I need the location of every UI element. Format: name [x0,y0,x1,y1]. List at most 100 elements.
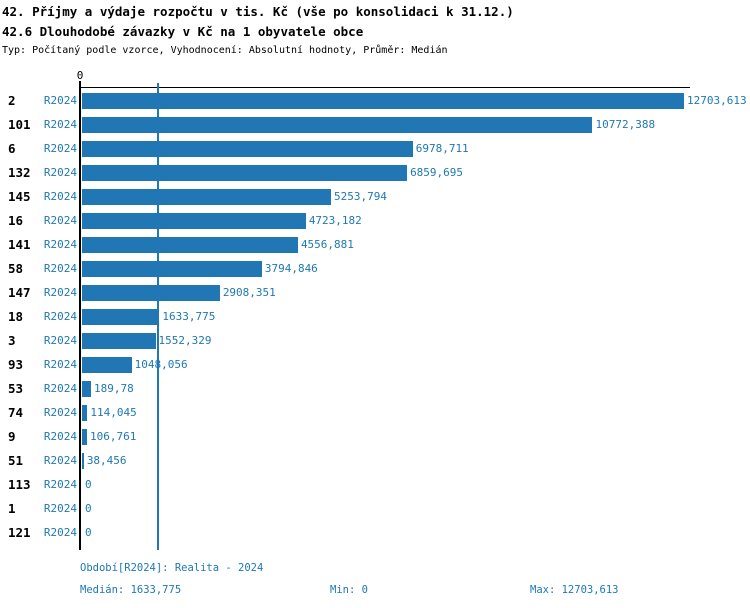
bar-row: 93 R2024 1048,056 [0,353,750,377]
bar-row: 147 R2024 2908,351 [0,281,750,305]
bar-value-label: 4556,881 [300,238,354,251]
value-bar [82,165,408,181]
row-period-label: R2024 [43,190,77,203]
bar-value-label: 0 [85,502,92,515]
bar-row: 9 R2024 106,761 [0,425,750,449]
chart-subtitle: 42.6 Dlouhodobé závazky v Kč na 1 obyvat… [2,24,364,39]
row-period-label: R2024 [43,406,77,419]
bar-value-label: 12703,613 [687,94,747,107]
footer-period-label: Období[R2024]: Realita - 2024 [80,562,264,574]
value-bar [82,357,132,373]
bar-row: 58 R2024 3794,846 [0,257,750,281]
bar-value-label: 2908,351 [222,286,276,299]
row-category-label: 2 [8,93,16,108]
bar-value-label: 0 [85,526,92,539]
bar-row: 18 R2024 1633,775 [0,305,750,329]
bar-value-label: 5253,794 [333,190,387,203]
x-axis-line [79,86,690,88]
value-bar [82,381,91,397]
value-bar [82,261,262,277]
value-bar [82,213,306,229]
bar-row: 3 R2024 1552,329 [0,329,750,353]
bar-row: 2 R2024 12703,613 [0,89,750,113]
value-bar [82,453,84,469]
value-bar [82,141,413,157]
row-category-label: 101 [8,117,31,132]
value-bar [82,285,220,301]
row-period-label: R2024 [43,430,77,443]
value-bar [82,237,298,253]
row-category-label: 6 [8,141,16,156]
bar-value-label: 10772,388 [595,118,656,131]
bar-value-label: 1633,775 [162,310,216,323]
bar-value-label: 4723,182 [308,214,362,227]
row-category-label: 132 [8,165,31,180]
row-category-label: 3 [8,333,16,348]
row-category-label: 147 [8,285,31,300]
footer-max-label: Max: 12703,613 [530,584,619,596]
row-period-label: R2024 [43,334,77,347]
value-bar [82,309,160,325]
row-category-label: 145 [8,189,31,204]
bar-value-label: 3794,846 [264,262,318,275]
row-period-label: R2024 [43,382,77,395]
value-bar [82,117,593,133]
bar-value-label: 6859,695 [410,166,464,179]
bar-row: 121 R2024 0 [0,521,750,545]
bar-value-label: 0 [85,478,92,491]
row-period-label: R2024 [43,238,77,251]
bar-row: 6 R2024 6978,711 [0,137,750,161]
row-category-label: 141 [8,237,31,252]
chart-meta-info: Typ: Počítaný podle vzorce, Vyhodnocení:… [2,45,448,56]
footer-median-label: Medián: 1633,775 [80,584,182,596]
bar-row: 1 R2024 0 [0,497,750,521]
footer-min-label: Min: 0 [330,584,368,596]
row-period-label: R2024 [43,310,77,323]
row-period-label: R2024 [43,358,77,371]
value-bar [82,189,331,205]
bar-value-label: 6978,711 [415,142,469,155]
bar-value-label: 114,045 [90,406,137,419]
bar-row: 16 R2024 4723,182 [0,209,750,233]
y-axis-line [78,86,81,550]
row-category-label: 51 [8,453,24,468]
bar-value-label: 1552,329 [158,334,212,347]
row-period-label: R2024 [43,142,77,155]
bar-value-label: 189,78 [93,382,134,395]
row-category-label: 113 [8,477,31,492]
bar-row: 51 R2024 38,456 [0,449,750,473]
bar-row: 53 R2024 189,78 [0,377,750,401]
row-category-label: 74 [8,405,24,420]
bar-value-label: 106,761 [90,430,137,443]
row-category-label: 1 [8,501,16,516]
row-period-label: R2024 [43,526,77,539]
bar-value-label: 38,456 [86,454,127,467]
row-period-label: R2024 [43,118,77,131]
row-period-label: R2024 [43,478,77,491]
row-period-label: R2024 [43,214,77,227]
value-bar [82,93,684,109]
bar-value-label: 1048,056 [134,358,188,371]
chart-title: 42. Příjmy a výdaje rozpočtu v tis. Kč (… [2,4,514,19]
bar-row: 113 R2024 0 [0,473,750,497]
x-axis-zero-tick [78,81,81,87]
row-period-label: R2024 [43,454,77,467]
bar-row: 141 R2024 4556,881 [0,233,750,257]
bar-row: 132 R2024 6859,695 [0,161,750,185]
x-axis-zero-tick-label: 0 [76,69,84,82]
row-category-label: 93 [8,357,24,372]
row-category-label: 18 [8,309,24,324]
row-category-label: 58 [8,261,24,276]
row-period-label: R2024 [43,262,77,275]
row-category-label: 121 [8,525,31,540]
row-category-label: 16 [8,213,24,228]
value-bar [82,429,88,445]
row-period-label: R2024 [43,94,77,107]
row-period-label: R2024 [43,286,77,299]
row-category-label: 53 [8,381,24,396]
bar-row: 101 R2024 10772,388 [0,113,750,137]
row-period-label: R2024 [43,502,77,515]
value-bar [82,333,156,349]
row-category-label: 9 [8,429,16,444]
